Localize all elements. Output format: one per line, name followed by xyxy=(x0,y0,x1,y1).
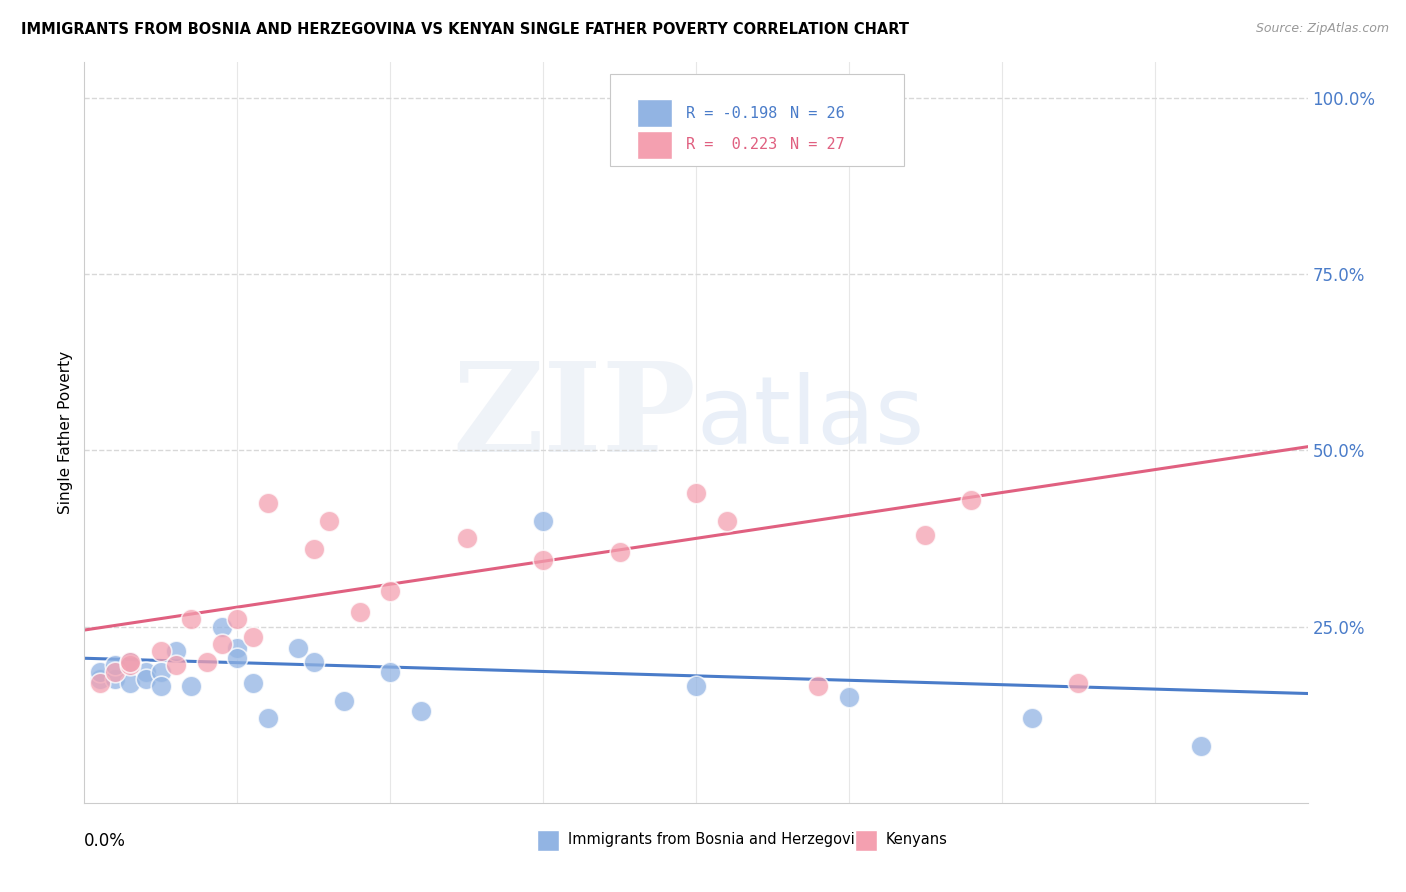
Point xyxy=(89,665,111,680)
Point xyxy=(287,640,309,655)
FancyBboxPatch shape xyxy=(610,73,904,166)
Point xyxy=(226,640,249,655)
Point xyxy=(195,655,218,669)
Point xyxy=(380,584,402,599)
Text: Source: ZipAtlas.com: Source: ZipAtlas.com xyxy=(1256,22,1389,36)
Y-axis label: Single Father Poverty: Single Father Poverty xyxy=(58,351,73,514)
Point xyxy=(242,676,264,690)
Point xyxy=(211,637,233,651)
Point xyxy=(135,673,157,687)
Point xyxy=(257,496,280,510)
Point xyxy=(380,665,402,680)
Point xyxy=(120,658,142,673)
Point xyxy=(226,612,249,626)
Point xyxy=(89,673,111,687)
Point xyxy=(456,532,478,546)
Text: N = 26: N = 26 xyxy=(790,105,845,120)
FancyBboxPatch shape xyxy=(637,99,672,128)
Point xyxy=(1067,676,1090,690)
Point xyxy=(685,485,707,500)
FancyBboxPatch shape xyxy=(637,131,672,159)
FancyBboxPatch shape xyxy=(537,830,560,851)
Point xyxy=(302,541,325,556)
Text: R = -0.198: R = -0.198 xyxy=(686,105,778,120)
Point xyxy=(242,630,264,644)
Point xyxy=(1021,711,1043,725)
Point xyxy=(149,665,172,680)
FancyBboxPatch shape xyxy=(855,830,877,851)
Point xyxy=(960,492,983,507)
Point xyxy=(685,680,707,694)
Point xyxy=(180,680,202,694)
Point xyxy=(165,658,187,673)
Point xyxy=(226,651,249,665)
Text: ZIP: ZIP xyxy=(453,358,696,478)
Point xyxy=(120,655,142,669)
Point xyxy=(120,655,142,669)
Text: R =  0.223: R = 0.223 xyxy=(686,137,778,153)
Point xyxy=(257,711,280,725)
Point xyxy=(149,644,172,658)
Point xyxy=(531,552,554,566)
Point xyxy=(409,704,432,718)
Text: N = 27: N = 27 xyxy=(790,137,845,153)
Point xyxy=(914,528,936,542)
Point xyxy=(531,514,554,528)
Point xyxy=(609,545,631,559)
Point xyxy=(165,644,187,658)
Point xyxy=(180,612,202,626)
Point xyxy=(302,655,325,669)
Point xyxy=(211,619,233,633)
Point xyxy=(1189,739,1212,754)
Point xyxy=(104,665,127,680)
Point xyxy=(333,693,356,707)
Point xyxy=(104,673,127,687)
Text: 0.0%: 0.0% xyxy=(84,832,127,850)
Point xyxy=(349,606,371,620)
Point xyxy=(807,680,830,694)
Text: atlas: atlas xyxy=(696,372,924,464)
Point xyxy=(318,514,340,528)
Point xyxy=(838,690,860,704)
Point xyxy=(120,676,142,690)
Text: IMMIGRANTS FROM BOSNIA AND HERZEGOVINA VS KENYAN SINGLE FATHER POVERTY CORRELATI: IMMIGRANTS FROM BOSNIA AND HERZEGOVINA V… xyxy=(21,22,910,37)
Point xyxy=(89,676,111,690)
Text: Immigrants from Bosnia and Herzegovina: Immigrants from Bosnia and Herzegovina xyxy=(568,832,873,847)
Point xyxy=(104,658,127,673)
Point xyxy=(149,680,172,694)
Point xyxy=(716,514,738,528)
Point xyxy=(135,665,157,680)
Text: Kenyans: Kenyans xyxy=(886,832,948,847)
